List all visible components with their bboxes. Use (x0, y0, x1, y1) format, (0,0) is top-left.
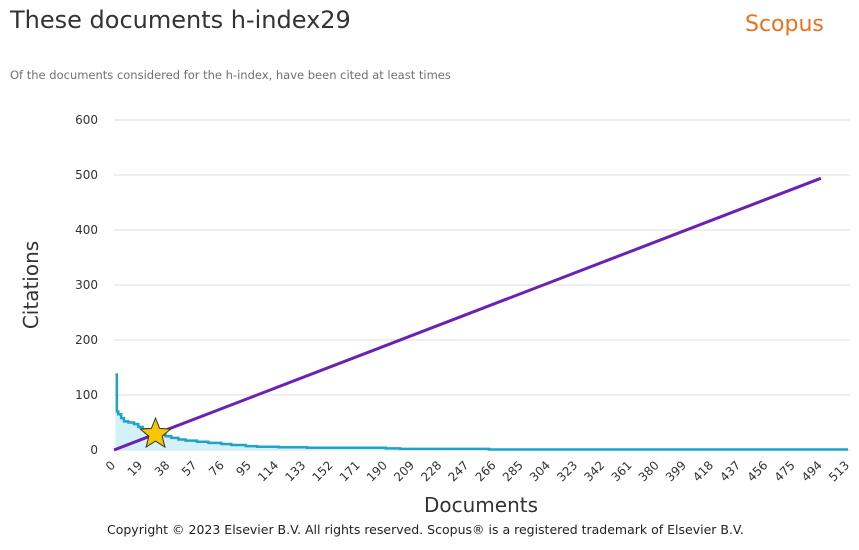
x-tick-label: 0 (103, 458, 118, 473)
grid-lines (114, 119, 850, 451)
copyright-notice: Copyright © 2023 Elsevier B.V. All right… (107, 522, 744, 537)
x-tick-label: 228 (418, 458, 444, 484)
x-tick-label: 285 (500, 458, 526, 484)
x-tick-label: 247 (445, 458, 471, 484)
x-tick-label: 494 (799, 458, 825, 484)
y-axis-ticks: 0 100 200 300 400 500 600 (75, 113, 98, 457)
x-tick-label: 190 (364, 458, 390, 484)
y-tick-label: 500 (75, 168, 98, 182)
x-tick-label: 399 (663, 458, 689, 484)
page-title: These documents h-index29 (10, 6, 351, 34)
y-tick-label: 100 (75, 388, 98, 402)
x-tick-label: 171 (337, 458, 363, 484)
y-tick-label: 400 (75, 223, 98, 237)
citations-area (115, 374, 849, 450)
x-tick-label: 19 (125, 458, 146, 479)
x-tick-label: 133 (282, 458, 308, 484)
x-axis-label: Documents (424, 493, 538, 517)
y-tick-label: 300 (75, 278, 98, 292)
y-axis-label: Citations (19, 241, 43, 329)
y-tick-label: 0 (90, 443, 98, 457)
h-index-diagonal-line (113, 176, 822, 452)
x-tick-label: 57 (179, 458, 200, 479)
x-tick-label: 418 (690, 458, 716, 484)
x-axis-ticks: 0 19 38 57 76 95 114 133 152 171 190 209 228 247 266 28… (103, 458, 852, 484)
scopus-logo[interactable]: Scopus (745, 12, 824, 37)
x-tick-label: 95 (233, 458, 254, 479)
y-tick-label: 200 (75, 333, 98, 347)
series-layer (113, 176, 849, 452)
x-tick-label: 342 (581, 458, 607, 484)
citations-line (115, 373, 848, 451)
x-tick-label: 361 (609, 458, 635, 484)
x-tick-label: 209 (391, 458, 417, 484)
x-tick-label: 437 (717, 458, 743, 484)
x-tick-label: 304 (527, 458, 553, 484)
x-tick-label: 114 (255, 458, 281, 484)
h-index-star-icon[interactable] (139, 416, 172, 449)
y-tick-label: 600 (75, 113, 98, 127)
x-tick-label: 475 (772, 458, 798, 484)
x-tick-label: 323 (554, 458, 580, 484)
chart-subtitle: Of the documents considered for the h-in… (10, 68, 451, 82)
x-tick-label: 76 (206, 458, 227, 479)
x-tick-label: 513 (826, 458, 852, 484)
x-tick-label: 152 (310, 458, 336, 484)
x-tick-label: 380 (636, 458, 662, 484)
x-tick-label: 38 (152, 458, 173, 479)
x-tick-label: 266 (473, 458, 499, 484)
x-tick-label: 456 (744, 458, 770, 484)
